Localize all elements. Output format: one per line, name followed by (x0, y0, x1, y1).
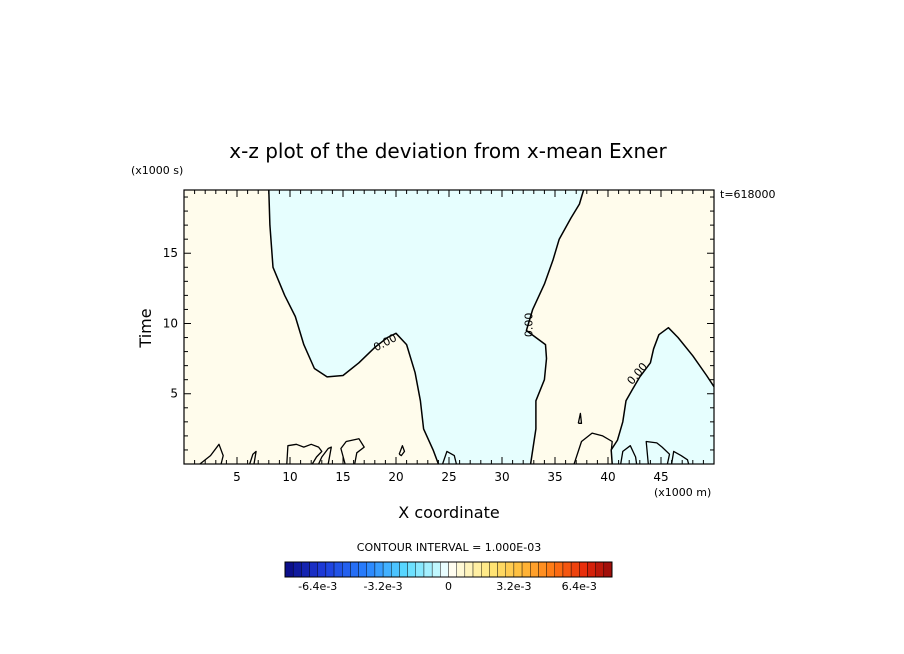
colorbar-tick-label: 3.2e-3 (496, 580, 531, 593)
x-tick-label: 40 (600, 470, 615, 484)
colorbar-cell (521, 561, 531, 578)
colorbar-cell (505, 561, 515, 578)
x-tick-label: 20 (388, 470, 403, 484)
colorbar-cell (407, 561, 417, 578)
colorbar-cell (292, 561, 302, 578)
colorbar-cell (391, 561, 400, 578)
colorbar-cell (399, 561, 408, 578)
y-tick-label: 10 (163, 316, 178, 330)
colorbar-tick-label: 6.4e-3 (562, 580, 597, 593)
colorbar-cell (530, 561, 539, 578)
colorbar-cell (301, 561, 310, 578)
colorbar-cell (513, 561, 523, 578)
colorbar-cell (489, 561, 498, 578)
x-tick-label: 35 (547, 470, 562, 484)
contour-small-blob (199, 443, 224, 465)
colorbar-cell (595, 561, 605, 578)
colorbar-cell (358, 561, 367, 578)
contour-interval-label: CONTOUR INTERVAL = 1.000E-03 (357, 541, 541, 554)
colorbar-cell (423, 561, 433, 578)
contour-small-blob (620, 445, 638, 465)
zero-contour-lines (199, 189, 715, 465)
x-tick-label: 5 (233, 470, 241, 484)
colorbar-cell (562, 561, 572, 578)
plot-area (183, 189, 715, 465)
colorbar-cell (342, 561, 351, 578)
colorbar-tick-label: -3.2e-3 (363, 580, 402, 593)
contour-small-blob (286, 443, 323, 465)
colorbar-cell (440, 561, 449, 578)
contour-main-left (268, 189, 440, 465)
contour-label: 0.00 (523, 313, 536, 338)
colorbar-cell (481, 561, 490, 578)
colorbar-tick-label: -6.4e-3 (298, 580, 337, 593)
contour-small-blob (670, 450, 690, 465)
colorbar-cell (538, 561, 547, 578)
contour-small-blob (249, 450, 257, 465)
colorbar-cell (431, 561, 441, 578)
negative-region-right (611, 327, 714, 464)
colorbar-cell (284, 561, 294, 578)
x-tick-label: 30 (494, 470, 509, 484)
x-tick-label: 15 (335, 470, 350, 484)
colorbar-cell (448, 561, 457, 578)
colorbar-cell (546, 561, 555, 578)
colorbar-cell (350, 561, 359, 578)
contour-small-blob (645, 440, 671, 465)
negative-region-center (268, 190, 584, 464)
colorbar-cell (603, 561, 613, 578)
colorbar-cell (366, 561, 376, 578)
colorbar-cell (374, 561, 384, 578)
contour-right-blob (610, 326, 715, 465)
colorbar-cell (554, 561, 564, 578)
colorbar-cell (579, 561, 588, 578)
colorbar-cell (456, 561, 466, 578)
colorbar (284, 561, 613, 578)
time-label: t=618000 (720, 188, 776, 201)
y-tick-label: 5 (170, 387, 178, 401)
colorbar-cell (317, 561, 327, 578)
colorbar-cell (472, 561, 482, 578)
axis-ticks: 5 10 15 20 25 30 35 40 45 5 10 15 (163, 190, 714, 484)
y-axis-label: Time (136, 308, 155, 348)
x-axis-label: X coordinate (398, 503, 499, 522)
x-tick-label: 25 (441, 470, 456, 484)
contour-small-blob (573, 432, 613, 465)
colorbar-tick-label: 0 (445, 580, 452, 593)
colorbar-cell (497, 561, 506, 578)
colorbar-cell (570, 561, 580, 578)
y-tick-label: 15 (163, 246, 178, 260)
x-unit-label: (x1000 m) (654, 486, 711, 499)
chart-title: x-z plot of the deviation from x-mean Ex… (229, 139, 667, 163)
contour-small-blob (398, 445, 406, 457)
contour-small-blob (340, 438, 365, 465)
x-tick-label: 10 (282, 470, 297, 484)
colorbar-tick-labels: -6.4e-3 -3.2e-3 0 3.2e-3 6.4e-3 (298, 580, 597, 593)
x-tick-label: 45 (653, 470, 668, 484)
colorbar-cell (325, 561, 335, 578)
y-unit-label: (x1000 s) (131, 164, 183, 177)
contour-main-right (525, 189, 585, 465)
contour-small-blob (577, 412, 583, 424)
colorbar-cell (333, 561, 343, 578)
colorbar-cell (587, 561, 596, 578)
colorbar-frame (284, 561, 613, 578)
colorbar-cell (415, 561, 425, 578)
contour-small-blob (441, 450, 458, 465)
colorbar-cell (464, 561, 474, 578)
contour-small-blob (318, 446, 332, 465)
colorbar-cell (382, 561, 392, 578)
colorbar-cell (309, 561, 318, 578)
